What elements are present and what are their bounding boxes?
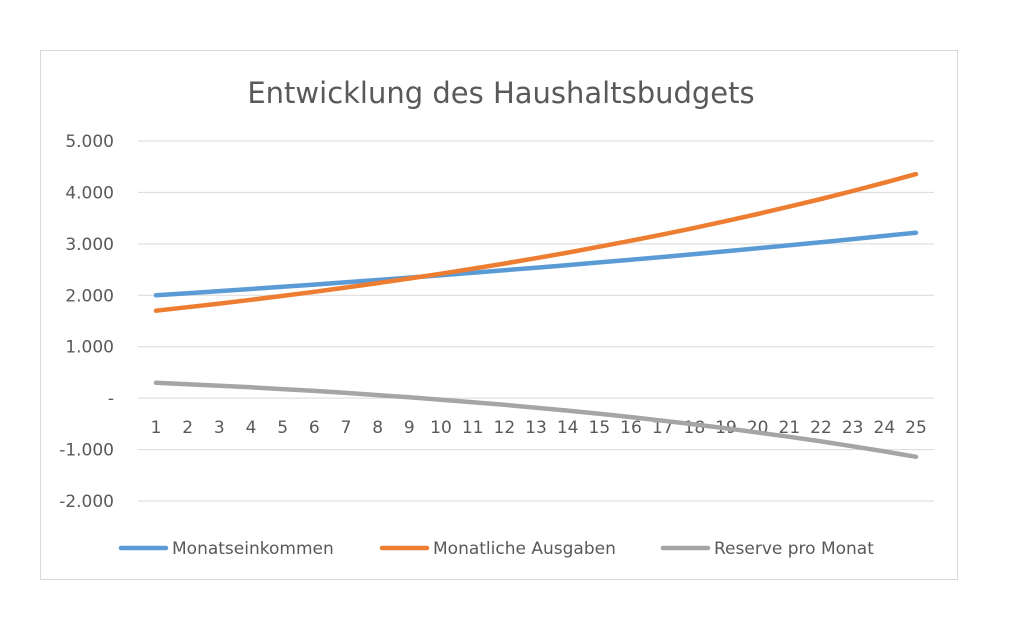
chart-frame: Entwicklung des Haushaltsbudgets 5.000 4.… [40,50,958,580]
legend-item: Reserve pro Monat [660,539,874,559]
x-tick-label: 8 [372,418,383,438]
x-tick-label: 21 [779,418,801,438]
y-tick-label: 4.000 [65,183,114,203]
series-line-3 [153,380,919,460]
gridlines [138,140,934,502]
x-tick-label: 2 [182,418,193,438]
y-tick-label: - [108,389,114,409]
line-chart: Entwicklung des Haushaltsbudgets 5.000 4.… [59,76,934,559]
series-line-2 [153,171,919,313]
x-tick-label: 14 [557,418,579,438]
x-tick-label: 4 [246,418,257,438]
x-tick-label: 18 [684,418,706,438]
y-tick-label: 3.000 [65,235,114,255]
x-tick-label: 6 [309,418,320,438]
y-tick-label: -1.000 [59,441,114,461]
x-tick-label: 24 [874,418,896,438]
x-tick-label: 23 [842,418,864,438]
x-tick-label: 11 [462,418,484,438]
x-tick-label: 22 [810,418,832,438]
legend: Monatseinkommen Monatliche Ausgaben Reserv… [118,539,874,559]
series-lines [153,171,919,460]
y-tick-label: -2.000 [59,492,114,512]
y-tick-label: 5.000 [65,132,114,152]
legend-label: Monatliche Ausgaben [433,539,616,559]
legend-item: Monatseinkommen [118,539,334,559]
x-tick-label: 3 [214,418,225,438]
x-tick-label: 9 [404,418,415,438]
x-tick-label: 5 [277,418,288,438]
x-tick-label: 13 [525,418,547,438]
x-tick-label: 1 [151,418,162,438]
y-tick-label: 1.000 [65,338,114,358]
x-axis-tick-labels: 1 2 3 4 5 6 7 8 9 10 11 12 13 14 15 16 17 18 19 20 21 22 23 24 2… [151,418,927,438]
x-tick-label: 15 [589,418,611,438]
legend-label: Reserve pro Monat [714,539,874,559]
x-tick-label: 12 [494,418,516,438]
x-tick-label: 25 [905,418,927,438]
y-tick-label: 2.000 [65,286,114,306]
y-axis-tick-labels: 5.000 4.000 3.000 2.000 1.000 - -1.000 -2.000 [59,132,114,512]
x-tick-label: 7 [341,418,352,438]
chart-title: Entwicklung des Haushaltsbudgets [247,76,754,110]
x-tick-label: 10 [430,418,452,438]
x-tick-label: 16 [620,418,642,438]
legend-item: Monatliche Ausgaben [379,539,616,559]
legend-label: Monatseinkommen [172,539,334,559]
series-line-1 [153,230,919,298]
